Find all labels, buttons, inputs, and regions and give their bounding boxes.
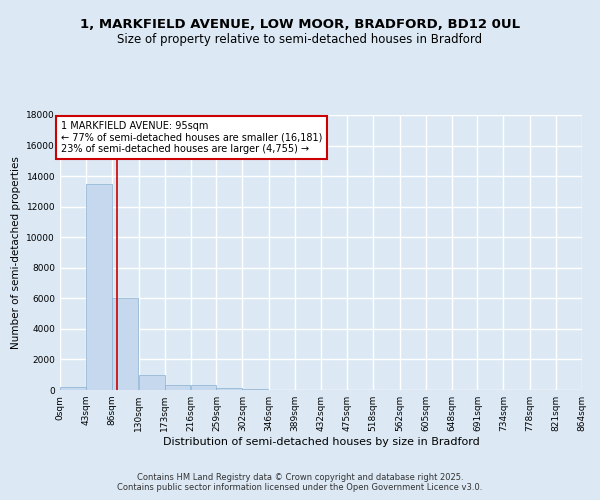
Bar: [242, 389, 268, 390]
Text: 1, MARKFIELD AVENUE, LOW MOOR, BRADFORD, BD12 0UL: 1, MARKFIELD AVENUE, LOW MOOR, BRADFORD,…: [80, 18, 520, 30]
Bar: [112, 298, 138, 390]
Bar: [191, 386, 217, 390]
Bar: [139, 374, 164, 390]
Text: Contains HM Land Registry data © Crown copyright and database right 2025.
Contai: Contains HM Land Registry data © Crown c…: [118, 473, 482, 492]
Bar: [86, 184, 112, 390]
Text: 1 MARKFIELD AVENUE: 95sqm
← 77% of semi-detached houses are smaller (16,181)
23%: 1 MARKFIELD AVENUE: 95sqm ← 77% of semi-…: [61, 121, 322, 154]
Text: Size of property relative to semi-detached houses in Bradford: Size of property relative to semi-detach…: [118, 32, 482, 46]
X-axis label: Distribution of semi-detached houses by size in Bradford: Distribution of semi-detached houses by …: [163, 437, 479, 447]
Bar: [60, 387, 86, 390]
Bar: [217, 388, 242, 390]
Y-axis label: Number of semi-detached properties: Number of semi-detached properties: [11, 156, 21, 349]
Bar: [164, 384, 190, 390]
